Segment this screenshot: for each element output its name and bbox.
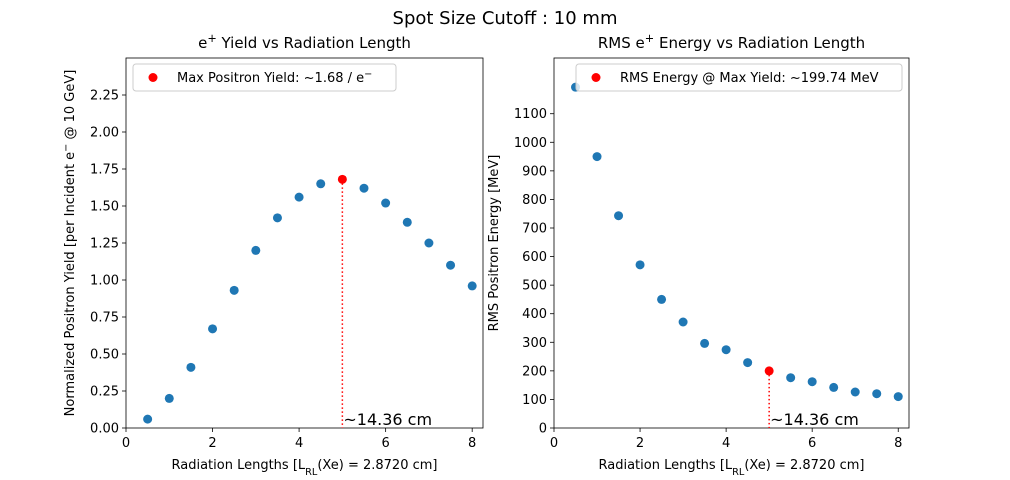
yield-y-tick-label: 2.25 (90, 89, 119, 104)
yield-highlight-annotation: ~14.36 cm (343, 410, 432, 429)
yield-data-point (164, 393, 174, 403)
energy-data-point (807, 377, 817, 387)
energy-data-point (657, 294, 667, 304)
yield-data-point (208, 324, 218, 334)
yield-y-tick-label: 1.00 (90, 274, 119, 289)
yield-y-axis-label: Normalized Positron Yield [per Incident … (61, 70, 79, 417)
energy-y-tick-label: 600 (522, 250, 547, 265)
yield-legend (132, 63, 397, 92)
energy-data-point (786, 373, 796, 383)
yield-chart: e+ Yield vs Radiation Length 0 2 4 6 8 0.00 0.2… (61, 32, 484, 478)
yield-data-point (359, 183, 369, 193)
energy-highlight-annotation: ~14.36 cm (770, 410, 859, 429)
energy-y-tick-label: 900 (522, 164, 547, 179)
energy-x-tick-label: 6 (808, 436, 816, 451)
energy-legend (575, 63, 903, 92)
yield-x-tick-label: 6 (381, 436, 389, 451)
energy-data-point (635, 260, 645, 270)
yield-y-tick-label: 0.75 (90, 311, 119, 326)
yield-y-tick-label: 2.00 (90, 126, 119, 141)
energy-data-point (850, 387, 860, 397)
energy-x-tick-label: 4 (722, 436, 730, 451)
yield-chart-title: e+ Yield vs Radiation Length (198, 32, 411, 53)
yield-highlight-point (337, 174, 347, 184)
energy-y-tick-label: 400 (522, 307, 547, 322)
yield-x-tick-label: 8 (468, 436, 476, 451)
yield-data-point (186, 362, 196, 372)
yield-legend-label: Max Positron Yield: ~1.68 / e− (177, 69, 372, 87)
energy-legend-marker (591, 73, 601, 82)
energy-y-tick-label: 0 (539, 422, 547, 437)
yield-x-tick-label: 0 (122, 436, 130, 451)
energy-x-tick-label: 2 (636, 436, 644, 451)
yield-y-tick-label: 1.25 (90, 237, 119, 252)
energy-legend-label: RMS Energy @ Max Yield: ~199.74 MeV (620, 71, 879, 86)
energy-y-tick-label: 300 (522, 336, 547, 351)
energy-chart-title: RMS e+ Energy vs Radiation Length (598, 32, 865, 53)
yield-y-tick-label: 1.50 (90, 200, 119, 215)
energy-y-axis-label: RMS Positron Energy [MeV] (487, 155, 502, 332)
yield-x-tick-label: 4 (295, 436, 303, 451)
energy-chart: RMS e+ Energy vs Radiation Length 0 2 4 6 8 0 1… (487, 32, 910, 478)
energy-data-point (678, 317, 688, 327)
energy-y-tick-label: 700 (522, 222, 547, 237)
energy-highlight-point (764, 366, 774, 376)
energy-data-point (872, 389, 882, 399)
yield-data-point (251, 245, 261, 255)
yield-data-point (316, 179, 326, 189)
energy-y-tick-label: 100 (522, 393, 547, 408)
yield-y-tick-label: 0.25 (90, 385, 119, 400)
energy-x-tick-label: 8 (894, 436, 902, 451)
energy-data-point (893, 392, 903, 402)
yield-data-point (229, 285, 239, 295)
yield-data-point (272, 213, 282, 223)
energy-axes-frame (553, 57, 910, 429)
energy-data-point (592, 152, 602, 162)
energy-data-point (743, 358, 753, 368)
yield-x-tick-label: 2 (208, 436, 216, 451)
yield-data-point (467, 281, 477, 291)
yield-data-point (446, 260, 456, 270)
energy-x-tick-label: 0 (550, 436, 558, 451)
yield-y-tick-label: 0.00 (90, 422, 119, 437)
yield-data-point (424, 238, 434, 248)
yield-y-tick-label: 1.75 (90, 163, 119, 178)
energy-y-tick-label: 1100 (514, 107, 547, 122)
energy-data-point (721, 345, 731, 355)
energy-y-tick-label: 800 (522, 193, 547, 208)
yield-data-point (294, 192, 304, 202)
energy-y-tick-label: 500 (522, 279, 547, 294)
energy-x-axis-label: Radiation Lengths [LRL(Xe) = 2.8720 cm] (599, 458, 865, 478)
energy-y-tick-label: 1000 (514, 136, 547, 151)
yield-data-point (143, 414, 153, 424)
energy-data-point (829, 382, 839, 392)
figure-suptitle: Spot Size Cutoff : 10 mm (393, 8, 618, 29)
energy-y-tick-label: 200 (522, 364, 547, 379)
yield-y-tick-label: 0.50 (90, 348, 119, 363)
energy-data-point (700, 338, 710, 348)
yield-x-axis-label: Radiation Lengths [LRL(Xe) = 2.8720 cm] (172, 458, 438, 478)
yield-legend-marker (148, 73, 158, 82)
energy-data-point (614, 211, 624, 221)
yield-data-point (381, 198, 391, 208)
yield-data-point (402, 217, 412, 227)
